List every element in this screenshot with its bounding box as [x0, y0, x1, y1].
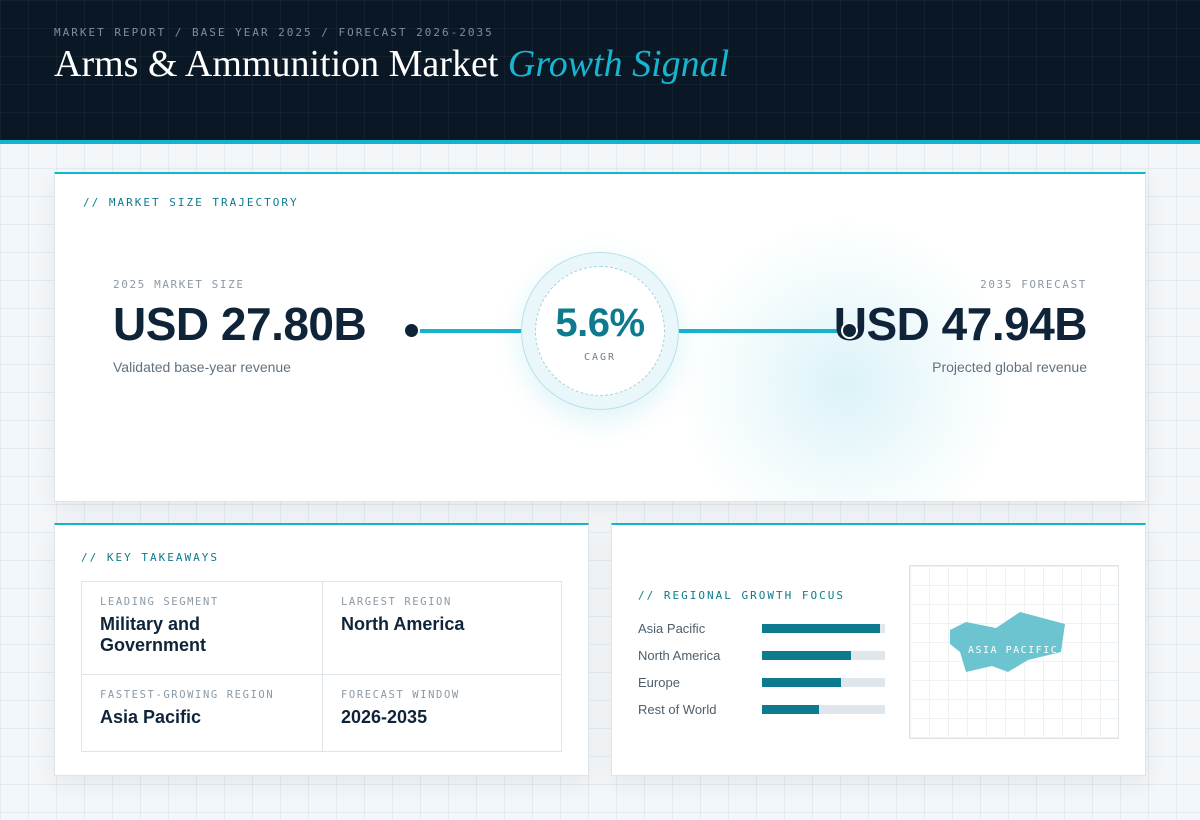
takeaway-label: LEADING SEGMENT — [100, 596, 219, 608]
end-marker-dot — [841, 322, 858, 339]
region-bar-fill — [762, 678, 841, 687]
base-year-label: 2025 MARKET SIZE — [113, 278, 245, 291]
forecast-value: USD 47.94B — [833, 298, 1088, 350]
region-name: Rest of World — [638, 702, 717, 717]
region-bar-fill — [762, 705, 819, 714]
takeaway-largest-region: LARGEST REGION North America — [322, 582, 561, 674]
base-year-block: 2025 MARKET SIZE USD 27.80B Validated ba… — [113, 278, 367, 375]
takeaway-fastest-growing-region: FASTEST-GROWING REGION Asia Pacific — [82, 674, 322, 751]
takeaway-value: Military and Government — [100, 614, 207, 655]
page-title: Arms & Ammunition Market Growth Signal — [54, 42, 729, 86]
regional-bars: Asia Pacific North America Europe Rest o… — [638, 615, 888, 723]
trajectory-section-label: // MARKET SIZE TRAJECTORY — [83, 196, 299, 209]
takeaways-section-label: // KEY TAKEAWAYS — [81, 551, 219, 564]
background-glow — [675, 214, 1015, 501]
region-bar-row: Europe — [638, 669, 888, 696]
cagr-value: 5.6% — [555, 301, 645, 345]
forecast-label: 2035 FORECAST — [980, 278, 1087, 291]
takeaway-label: FASTEST-GROWING REGION — [100, 689, 275, 701]
region-bar-track — [762, 705, 885, 714]
takeaway-leading-segment: LEADING SEGMENT Military and Government — [82, 582, 322, 674]
region-name: North America — [638, 648, 721, 663]
report-kicker: MARKET REPORT / BASE YEAR 2025 / FORECAS… — [54, 26, 494, 39]
market-size-trajectory-card: // MARKET SIZE TRAJECTORY 2025 MARKET SI… — [54, 172, 1146, 502]
base-year-value: USD 27.80B — [113, 298, 367, 350]
title-accent: Growth Signal — [507, 43, 730, 85]
regional-growth-card: // REGIONAL GROWTH FOCUS Asia Pacific No… — [611, 523, 1146, 776]
regional-section-label: // REGIONAL GROWTH FOCUS — [638, 589, 845, 602]
region-bar-row: Asia Pacific — [638, 615, 888, 642]
report-header: MARKET REPORT / BASE YEAR 2025 / FORECAS… — [0, 0, 1200, 144]
takeaway-forecast-window: FORECAST WINDOW 2026-2035 — [322, 674, 561, 751]
asia-pacific-shape-icon — [950, 612, 1065, 672]
key-takeaways-card: // KEY TAKEAWAYS LEADING SEGMENT Militar… — [54, 523, 589, 776]
takeaway-label: FORECAST WINDOW — [341, 689, 460, 701]
region-bar-fill — [762, 624, 881, 633]
region-map: ASIA PACIFIC — [909, 565, 1119, 739]
map-region-label: ASIA PACIFIC — [968, 645, 1059, 656]
forecast-caption: Projected global revenue — [932, 359, 1087, 375]
takeaway-value: 2026-2035 — [341, 707, 428, 727]
base-year-caption: Validated base-year revenue — [113, 359, 291, 375]
start-marker-dot — [403, 322, 420, 339]
takeaway-value: Asia Pacific — [100, 707, 202, 727]
title-main: Arms & Ammunition Market — [54, 43, 499, 85]
region-bar-track — [762, 651, 885, 660]
region-bar-fill — [762, 651, 851, 660]
cagr-badge: 5.6% CAGR — [521, 252, 679, 410]
cagr-label: CAGR — [583, 352, 617, 363]
takeaways-grid: LEADING SEGMENT Military and Government … — [81, 581, 562, 752]
region-bar-track — [762, 678, 885, 687]
cagr-inner-circle: 5.6% CAGR — [535, 266, 665, 396]
region-bar-row: North America — [638, 642, 888, 669]
region-bar-row: Rest of World — [638, 696, 888, 723]
region-name: Asia Pacific — [638, 621, 706, 636]
takeaway-value: North America — [341, 614, 465, 634]
region-name: Europe — [638, 675, 680, 690]
forecast-block: 2035 FORECAST USD 47.94B Projected globa… — [833, 278, 1088, 375]
region-bar-track — [762, 624, 885, 633]
takeaway-label: LARGEST REGION — [341, 596, 452, 608]
